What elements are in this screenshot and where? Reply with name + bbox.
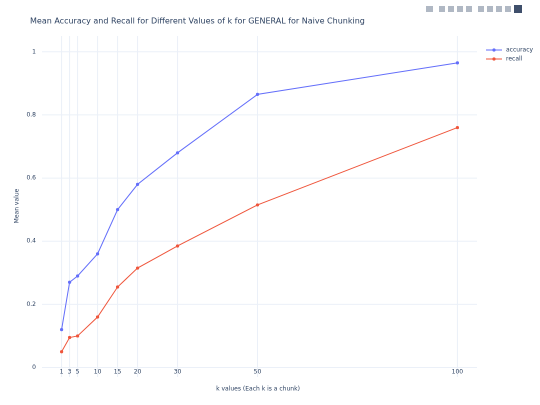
camera-button[interactable] xyxy=(426,6,433,12)
marker xyxy=(59,350,64,354)
legend-label: recall xyxy=(506,56,523,63)
marker xyxy=(115,208,120,212)
zoom-out-button[interactable] xyxy=(487,6,493,12)
marker xyxy=(455,125,460,130)
marker xyxy=(95,315,100,319)
marker xyxy=(455,61,460,65)
zoom-button[interactable] xyxy=(439,6,445,12)
marker xyxy=(75,274,80,278)
marker xyxy=(59,328,64,332)
y-tick-label: 0 xyxy=(32,364,36,371)
y-axis-label: Mean value xyxy=(14,188,21,223)
y-tick-label: 1 xyxy=(32,48,36,55)
marker xyxy=(115,285,120,289)
x-tick-label: 3 xyxy=(68,369,72,376)
x-tick-label: 30 xyxy=(174,369,182,376)
x-tick-label: 50 xyxy=(254,369,262,376)
lasso-button[interactable] xyxy=(466,6,472,12)
y-tick-label: 0.8 xyxy=(26,111,36,118)
legend-label: accuracy xyxy=(506,47,534,54)
pan-button[interactable] xyxy=(448,6,454,12)
x-tick-label: 100 xyxy=(452,369,464,376)
marker xyxy=(67,280,72,284)
legend-marker xyxy=(492,57,496,61)
marker xyxy=(67,335,72,340)
chart-title: Mean Accuracy and Recall for Different V… xyxy=(30,17,365,26)
marker xyxy=(135,182,140,186)
x-tick-label: 20 xyxy=(134,369,142,376)
marker xyxy=(135,266,140,270)
x-tick-label: 5 xyxy=(76,369,80,376)
y-tick-label: 0.2 xyxy=(26,301,36,308)
marker xyxy=(255,203,260,207)
y-tick-label: 0.4 xyxy=(26,238,36,245)
legend-marker xyxy=(492,48,496,52)
marker xyxy=(175,244,180,248)
y-tick-label: 0.6 xyxy=(26,175,36,182)
autoscale-button[interactable] xyxy=(496,6,502,12)
marker xyxy=(175,151,180,155)
x-tick-label: 15 xyxy=(114,369,122,376)
x-axis-label: k values (Each k is a chunk) xyxy=(216,386,300,393)
line xyxy=(61,127,458,352)
marker xyxy=(95,252,100,256)
zoom-in-button[interactable] xyxy=(478,6,484,12)
x-tick-label: 1 xyxy=(60,369,64,376)
reset-button[interactable] xyxy=(505,6,511,12)
modebar xyxy=(426,5,522,13)
x-tick-label: 10 xyxy=(94,369,102,376)
marker xyxy=(255,92,260,97)
marker xyxy=(75,334,80,338)
line xyxy=(61,62,458,330)
plotly-logo[interactable] xyxy=(514,5,522,13)
select-button[interactable] xyxy=(457,6,463,12)
